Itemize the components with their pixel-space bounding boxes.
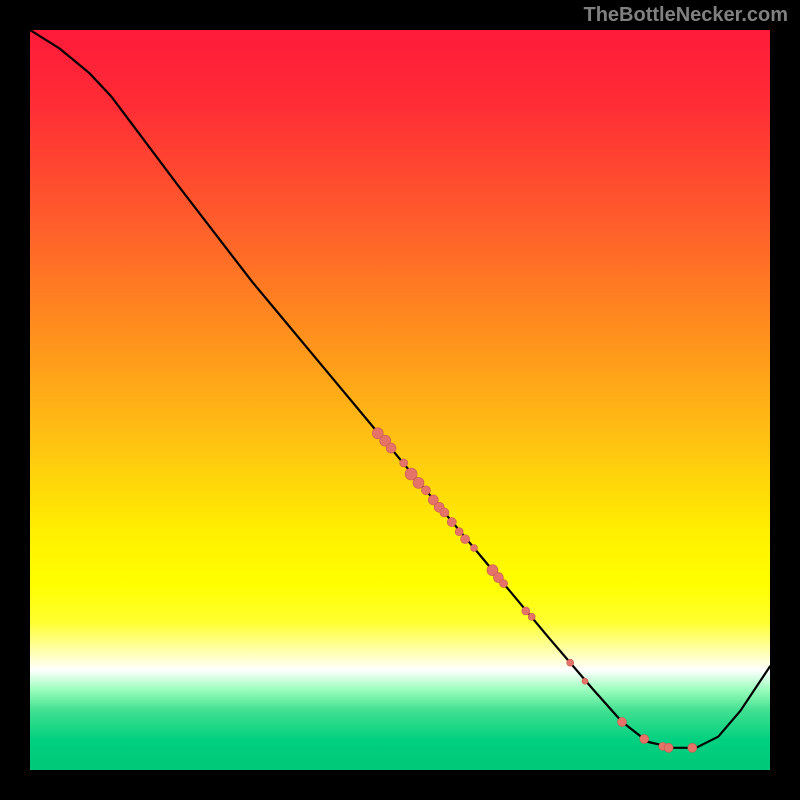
scatter-point [440, 508, 449, 517]
chart-overlay [30, 30, 770, 770]
chart-area [30, 30, 770, 770]
scatter-point [471, 545, 478, 552]
bottleneck-curve [30, 30, 770, 748]
scatter-point [688, 743, 697, 752]
scatter-point [413, 477, 424, 488]
scatter-point [386, 443, 396, 453]
scatter-point [522, 607, 530, 615]
scatter-point [500, 580, 508, 588]
scatter-point [455, 528, 463, 536]
scatter-point [567, 659, 574, 666]
scatter-group [372, 428, 697, 753]
scatter-point [447, 518, 456, 527]
scatter-point [528, 613, 535, 620]
scatter-point [618, 717, 627, 726]
scatter-point [582, 678, 588, 684]
scatter-point [461, 535, 470, 544]
attribution-text: TheBottleNecker.com [583, 4, 788, 27]
scatter-point [664, 743, 673, 752]
scatter-point [640, 734, 649, 743]
scatter-point [400, 459, 408, 467]
scatter-point [421, 486, 430, 495]
